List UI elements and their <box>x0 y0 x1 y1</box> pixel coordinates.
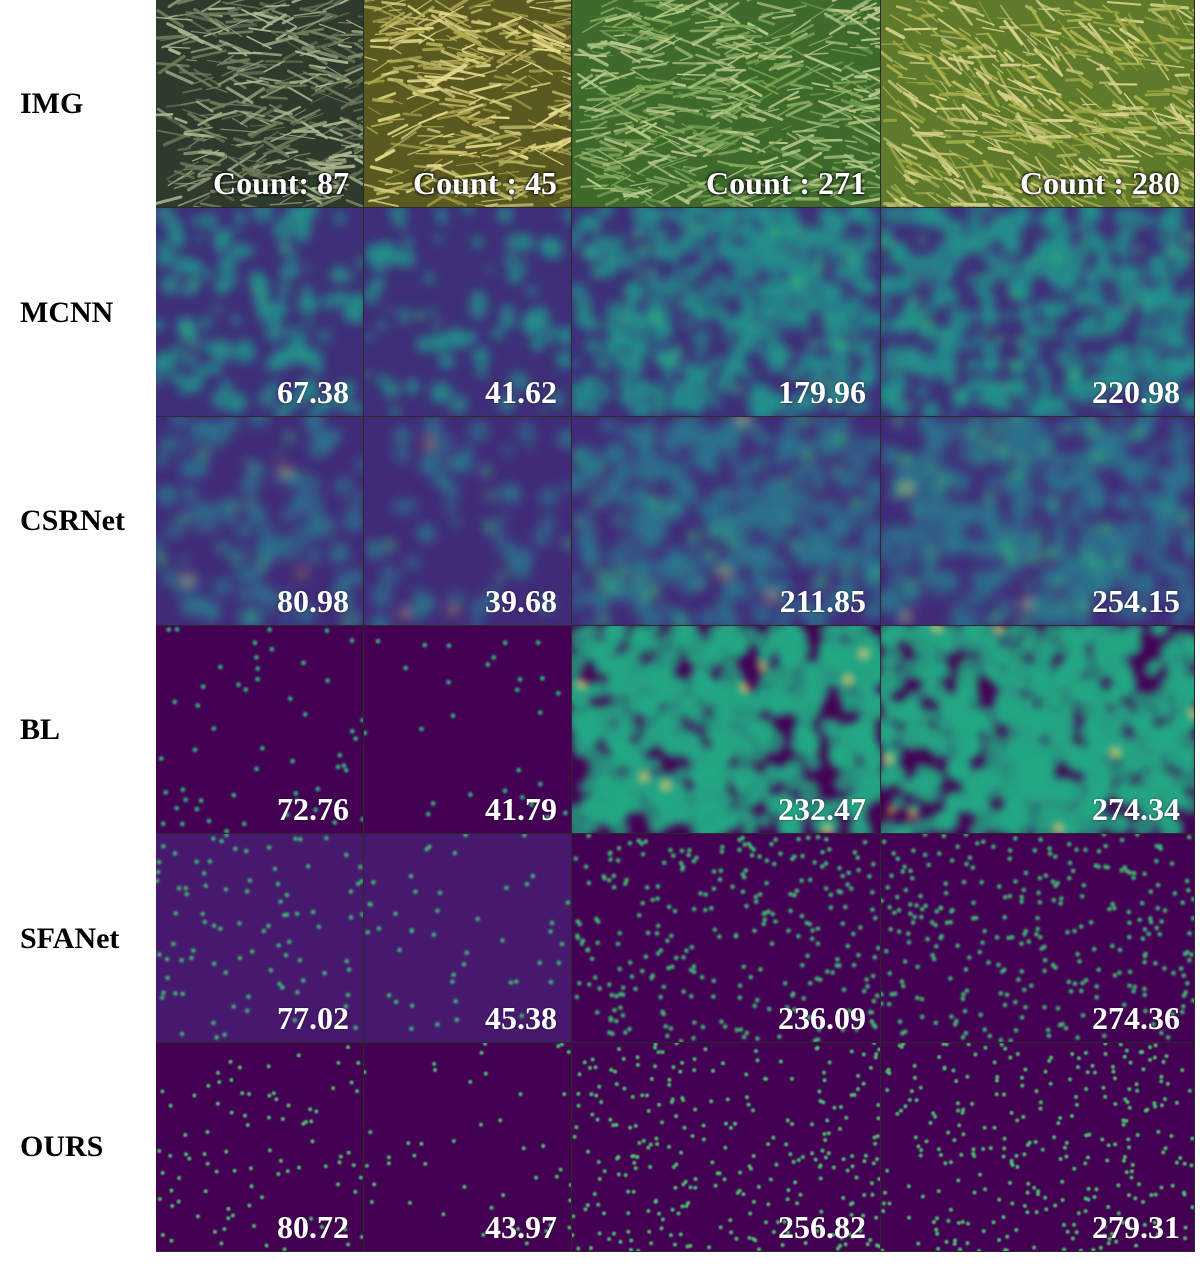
input-photo-img-1: Count: 87 <box>156 0 364 208</box>
predicted-count-label: 80.72 <box>277 1208 349 1245</box>
predicted-count-label: 274.34 <box>1092 790 1180 827</box>
input-photo-img-3: Count : 271 <box>572 0 881 208</box>
density-map-bl-3: 232.47 <box>572 626 881 834</box>
heatmap-image <box>364 1043 571 1251</box>
row-label-bl: BL <box>20 713 61 746</box>
heatmap-image <box>156 208 363 416</box>
row-label-img: IMG <box>20 87 84 120</box>
density-map-sfanet-1: 77.02 <box>156 834 364 1043</box>
ground-truth-count-label: Count : 280 <box>1019 164 1180 201</box>
predicted-count-label: 236.09 <box>778 999 866 1036</box>
density-map-mcnn-2: 41.62 <box>364 208 572 417</box>
ground-truth-count-label: Count : 45 <box>412 164 557 201</box>
wheat-photo-image <box>364 0 571 207</box>
heatmap-image <box>881 834 1194 1042</box>
heatmap-image <box>881 1043 1194 1251</box>
predicted-count-label: 41.62 <box>485 373 557 410</box>
density-map-csrnet-1: 80.98 <box>156 417 364 626</box>
density-map-sfanet-3: 236.09 <box>572 834 881 1043</box>
predicted-count-label: 43.97 <box>485 1208 557 1245</box>
row-label-ours: OURS <box>20 1130 104 1163</box>
heatmap-image <box>572 1043 880 1251</box>
heatmap-image <box>156 834 363 1042</box>
predicted-count-label: 80.98 <box>277 582 349 619</box>
heatmap-image <box>881 626 1194 833</box>
density-map-bl-2: 41.79 <box>364 626 572 834</box>
density-map-ours-2: 43.97 <box>364 1043 572 1252</box>
density-map-csrnet-3: 211.85 <box>572 417 881 626</box>
heatmap-image <box>364 626 571 833</box>
row-label-mcnn: MCNN <box>20 296 114 329</box>
wheat-photo-image <box>572 0 880 207</box>
input-photo-img-2: Count : 45 <box>364 0 572 208</box>
heatmap-image <box>364 834 571 1042</box>
predicted-count-label: 77.02 <box>277 999 349 1036</box>
heatmap-image <box>881 417 1194 625</box>
predicted-count-label: 279.31 <box>1092 1208 1180 1245</box>
heatmap-image <box>364 208 571 416</box>
heatmap-image <box>156 417 363 625</box>
input-photo-img-4: Count : 280 <box>881 0 1195 208</box>
density-map-ours-4: 279.31 <box>881 1043 1195 1252</box>
heatmap-image <box>572 834 880 1042</box>
density-map-mcnn-3: 179.96 <box>572 208 881 417</box>
heatmap-image <box>881 208 1194 416</box>
density-map-bl-1: 72.76 <box>156 626 364 834</box>
ground-truth-count-label: Count: 87 <box>212 164 349 201</box>
density-map-ours-1: 80.72 <box>156 1043 364 1252</box>
heatmap-image <box>156 1043 363 1251</box>
predicted-count-label: 67.38 <box>277 373 349 410</box>
density-map-bl-4: 274.34 <box>881 626 1195 834</box>
predicted-count-label: 220.98 <box>1092 373 1180 410</box>
predicted-count-label: 41.79 <box>485 790 557 827</box>
heatmap-image <box>572 626 880 833</box>
predicted-count-label: 232.47 <box>778 790 866 827</box>
density-map-ours-3: 256.82 <box>572 1043 881 1252</box>
heatmap-image <box>572 208 880 416</box>
wheat-photo-image <box>156 0 363 207</box>
predicted-count-label: 39.68 <box>485 582 557 619</box>
predicted-count-label: 254.15 <box>1092 582 1180 619</box>
density-map-mcnn-1: 67.38 <box>156 208 364 417</box>
predicted-count-label: 45.38 <box>485 999 557 1036</box>
wheat-photo-image <box>881 0 1194 207</box>
density-map-mcnn-4: 220.98 <box>881 208 1195 417</box>
heatmap-image <box>572 417 880 625</box>
density-map-sfanet-4: 274.36 <box>881 834 1195 1043</box>
predicted-count-label: 72.76 <box>277 790 349 827</box>
row-label-csrnet: CSRNet <box>20 504 125 537</box>
heatmap-image <box>364 417 571 625</box>
predicted-count-label: 256.82 <box>778 1208 866 1245</box>
predicted-count-label: 211.85 <box>779 582 866 619</box>
heatmap-image <box>156 626 363 833</box>
row-label-sfanet: SFANet <box>20 922 120 955</box>
predicted-count-label: 179.96 <box>778 373 866 410</box>
ground-truth-count-label: Count : 271 <box>705 164 866 201</box>
density-map-csrnet-2: 39.68 <box>364 417 572 626</box>
density-map-csrnet-4: 254.15 <box>881 417 1195 626</box>
density-map-sfanet-2: 45.38 <box>364 834 572 1043</box>
predicted-count-label: 274.36 <box>1092 999 1180 1036</box>
